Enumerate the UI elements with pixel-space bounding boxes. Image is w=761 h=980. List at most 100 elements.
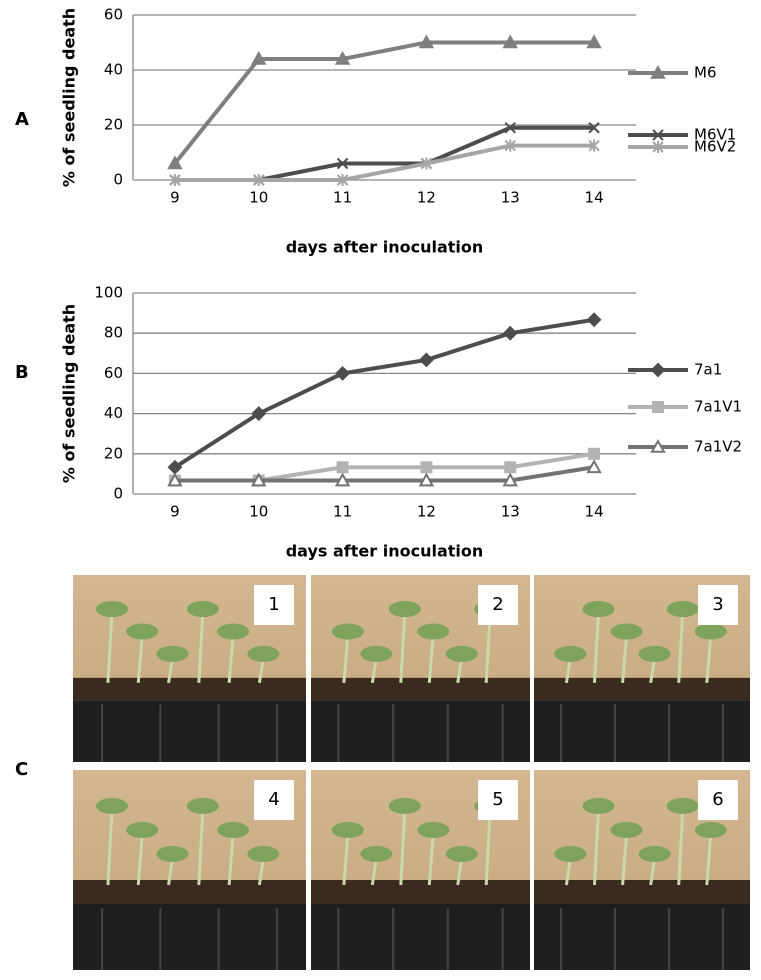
y-tick-label: 20	[104, 444, 123, 462]
y-tick-label: 0	[113, 171, 123, 189]
leaf	[126, 623, 159, 640]
marker	[650, 438, 666, 453]
leaf	[554, 846, 587, 862]
x-tick-label: 9	[170, 189, 180, 207]
stem	[621, 635, 629, 683]
marker	[586, 312, 602, 328]
stem	[227, 833, 235, 886]
marker	[334, 50, 351, 65]
stem	[621, 833, 629, 886]
marker	[650, 64, 666, 79]
x-tick-label: 12	[417, 189, 436, 207]
photo-number: 5	[492, 789, 503, 810]
stem	[564, 857, 572, 886]
marker	[650, 362, 666, 378]
leaf	[156, 846, 189, 862]
marker	[504, 122, 516, 134]
marker	[502, 34, 518, 49]
marker	[420, 461, 433, 474]
leaf	[95, 798, 128, 814]
leaf	[445, 846, 478, 862]
x-tick-label: 14	[585, 189, 604, 207]
leaf	[186, 601, 219, 618]
photo-number: 3	[712, 594, 723, 615]
y-tick-label: 80	[104, 324, 123, 342]
marker	[419, 352, 434, 368]
marker	[334, 472, 351, 487]
photo-number-box	[698, 585, 738, 625]
x-tick-label: 10	[249, 189, 268, 207]
leaf	[156, 645, 189, 662]
leaf	[217, 623, 250, 640]
x-tick-label: 12	[417, 503, 436, 521]
pot-tray	[534, 904, 750, 970]
y-tick-label: 60	[104, 6, 123, 24]
marker	[652, 129, 664, 141]
marker	[504, 139, 516, 152]
legend-label: 7a1	[694, 361, 722, 379]
photo-number: 4	[268, 789, 279, 810]
x-tick-label: 13	[501, 189, 520, 207]
stem	[677, 809, 685, 886]
stem	[649, 857, 657, 886]
leaf	[638, 645, 671, 662]
x-tick-label: 14	[585, 503, 604, 521]
leaf	[186, 798, 219, 814]
marker	[251, 472, 267, 487]
stem	[427, 833, 435, 886]
leaf	[388, 798, 421, 814]
leaf	[582, 798, 615, 814]
soil-tray	[311, 677, 530, 701]
series-line	[174, 143, 595, 182]
marker	[336, 461, 349, 474]
marker	[336, 157, 349, 170]
y-tick-label: 40	[104, 404, 123, 422]
stem	[456, 857, 464, 886]
pot-tray	[311, 700, 530, 762]
legend-label: M6V1	[694, 126, 736, 144]
marker	[253, 174, 265, 186]
leaf	[582, 601, 615, 618]
panel-label: B	[15, 362, 29, 383]
marker	[586, 34, 602, 49]
marker	[588, 447, 601, 460]
leaf	[666, 798, 699, 814]
pot-tray	[73, 700, 306, 762]
marker	[167, 155, 183, 170]
photo-number-box	[254, 780, 294, 820]
leaf	[247, 645, 280, 662]
stem	[342, 635, 350, 683]
pot-tray	[73, 904, 306, 970]
soil-tray	[534, 880, 750, 904]
leaf	[217, 822, 250, 838]
photo-number: 2	[492, 594, 503, 615]
legend-label: M6	[694, 64, 717, 82]
leaf	[126, 822, 159, 838]
panel-label: C	[15, 759, 28, 780]
x-tick-label: 10	[249, 503, 268, 521]
leaf	[694, 623, 727, 640]
soil-tray	[534, 677, 750, 701]
leaf	[331, 822, 364, 838]
leaf	[666, 601, 699, 618]
stem	[677, 612, 685, 683]
stem	[197, 612, 205, 683]
leaf	[360, 846, 393, 862]
marker	[502, 325, 518, 341]
stem	[564, 657, 572, 684]
pot-tray	[534, 700, 750, 762]
stem	[399, 809, 407, 886]
leaf	[360, 645, 393, 662]
leaf	[610, 822, 643, 838]
marker	[251, 50, 267, 65]
y-tick-label: 60	[104, 364, 123, 382]
marker	[418, 34, 435, 49]
x-axis-title: days after inoculation	[286, 238, 484, 257]
y-tick-label: 0	[113, 485, 123, 503]
y-tick-label: 20	[104, 116, 123, 134]
stem	[592, 612, 600, 683]
x-axis-title: days after inoculation	[286, 542, 484, 561]
marker	[169, 174, 181, 186]
leaf	[554, 645, 587, 662]
x-tick-label: 11	[333, 503, 352, 521]
